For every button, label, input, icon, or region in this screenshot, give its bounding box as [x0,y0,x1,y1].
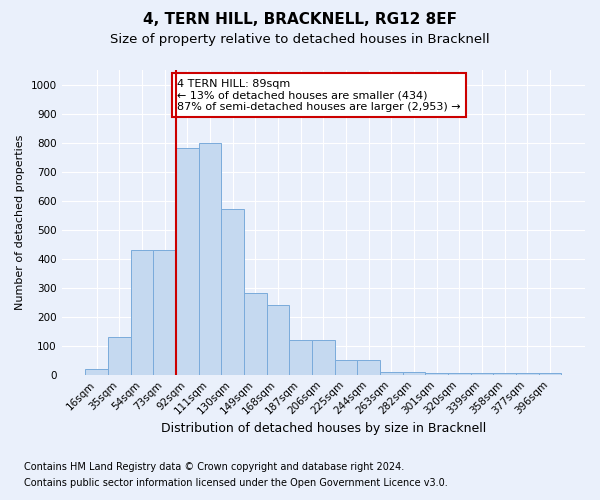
Bar [380,372,403,374]
Bar [289,340,312,374]
Bar [312,340,335,374]
Bar [335,360,357,374]
Text: 4 TERN HILL: 89sqm
← 13% of detached houses are smaller (434)
87% of semi-detach: 4 TERN HILL: 89sqm ← 13% of detached hou… [177,78,461,112]
Text: Contains public sector information licensed under the Open Government Licence v3: Contains public sector information licen… [24,478,448,488]
Bar [244,294,266,374]
Text: Size of property relative to detached houses in Bracknell: Size of property relative to detached ho… [110,32,490,46]
Bar [108,337,131,374]
Bar [357,360,380,374]
Y-axis label: Number of detached properties: Number of detached properties [15,134,25,310]
Bar [266,305,289,374]
Bar [403,372,425,374]
Bar [154,250,176,374]
Bar [199,142,221,374]
Bar [221,210,244,374]
Bar [85,369,108,374]
Bar [131,250,154,374]
Text: 4, TERN HILL, BRACKNELL, RG12 8EF: 4, TERN HILL, BRACKNELL, RG12 8EF [143,12,457,28]
Bar [176,148,199,374]
X-axis label: Distribution of detached houses by size in Bracknell: Distribution of detached houses by size … [161,422,486,435]
Text: Contains HM Land Registry data © Crown copyright and database right 2024.: Contains HM Land Registry data © Crown c… [24,462,404,472]
